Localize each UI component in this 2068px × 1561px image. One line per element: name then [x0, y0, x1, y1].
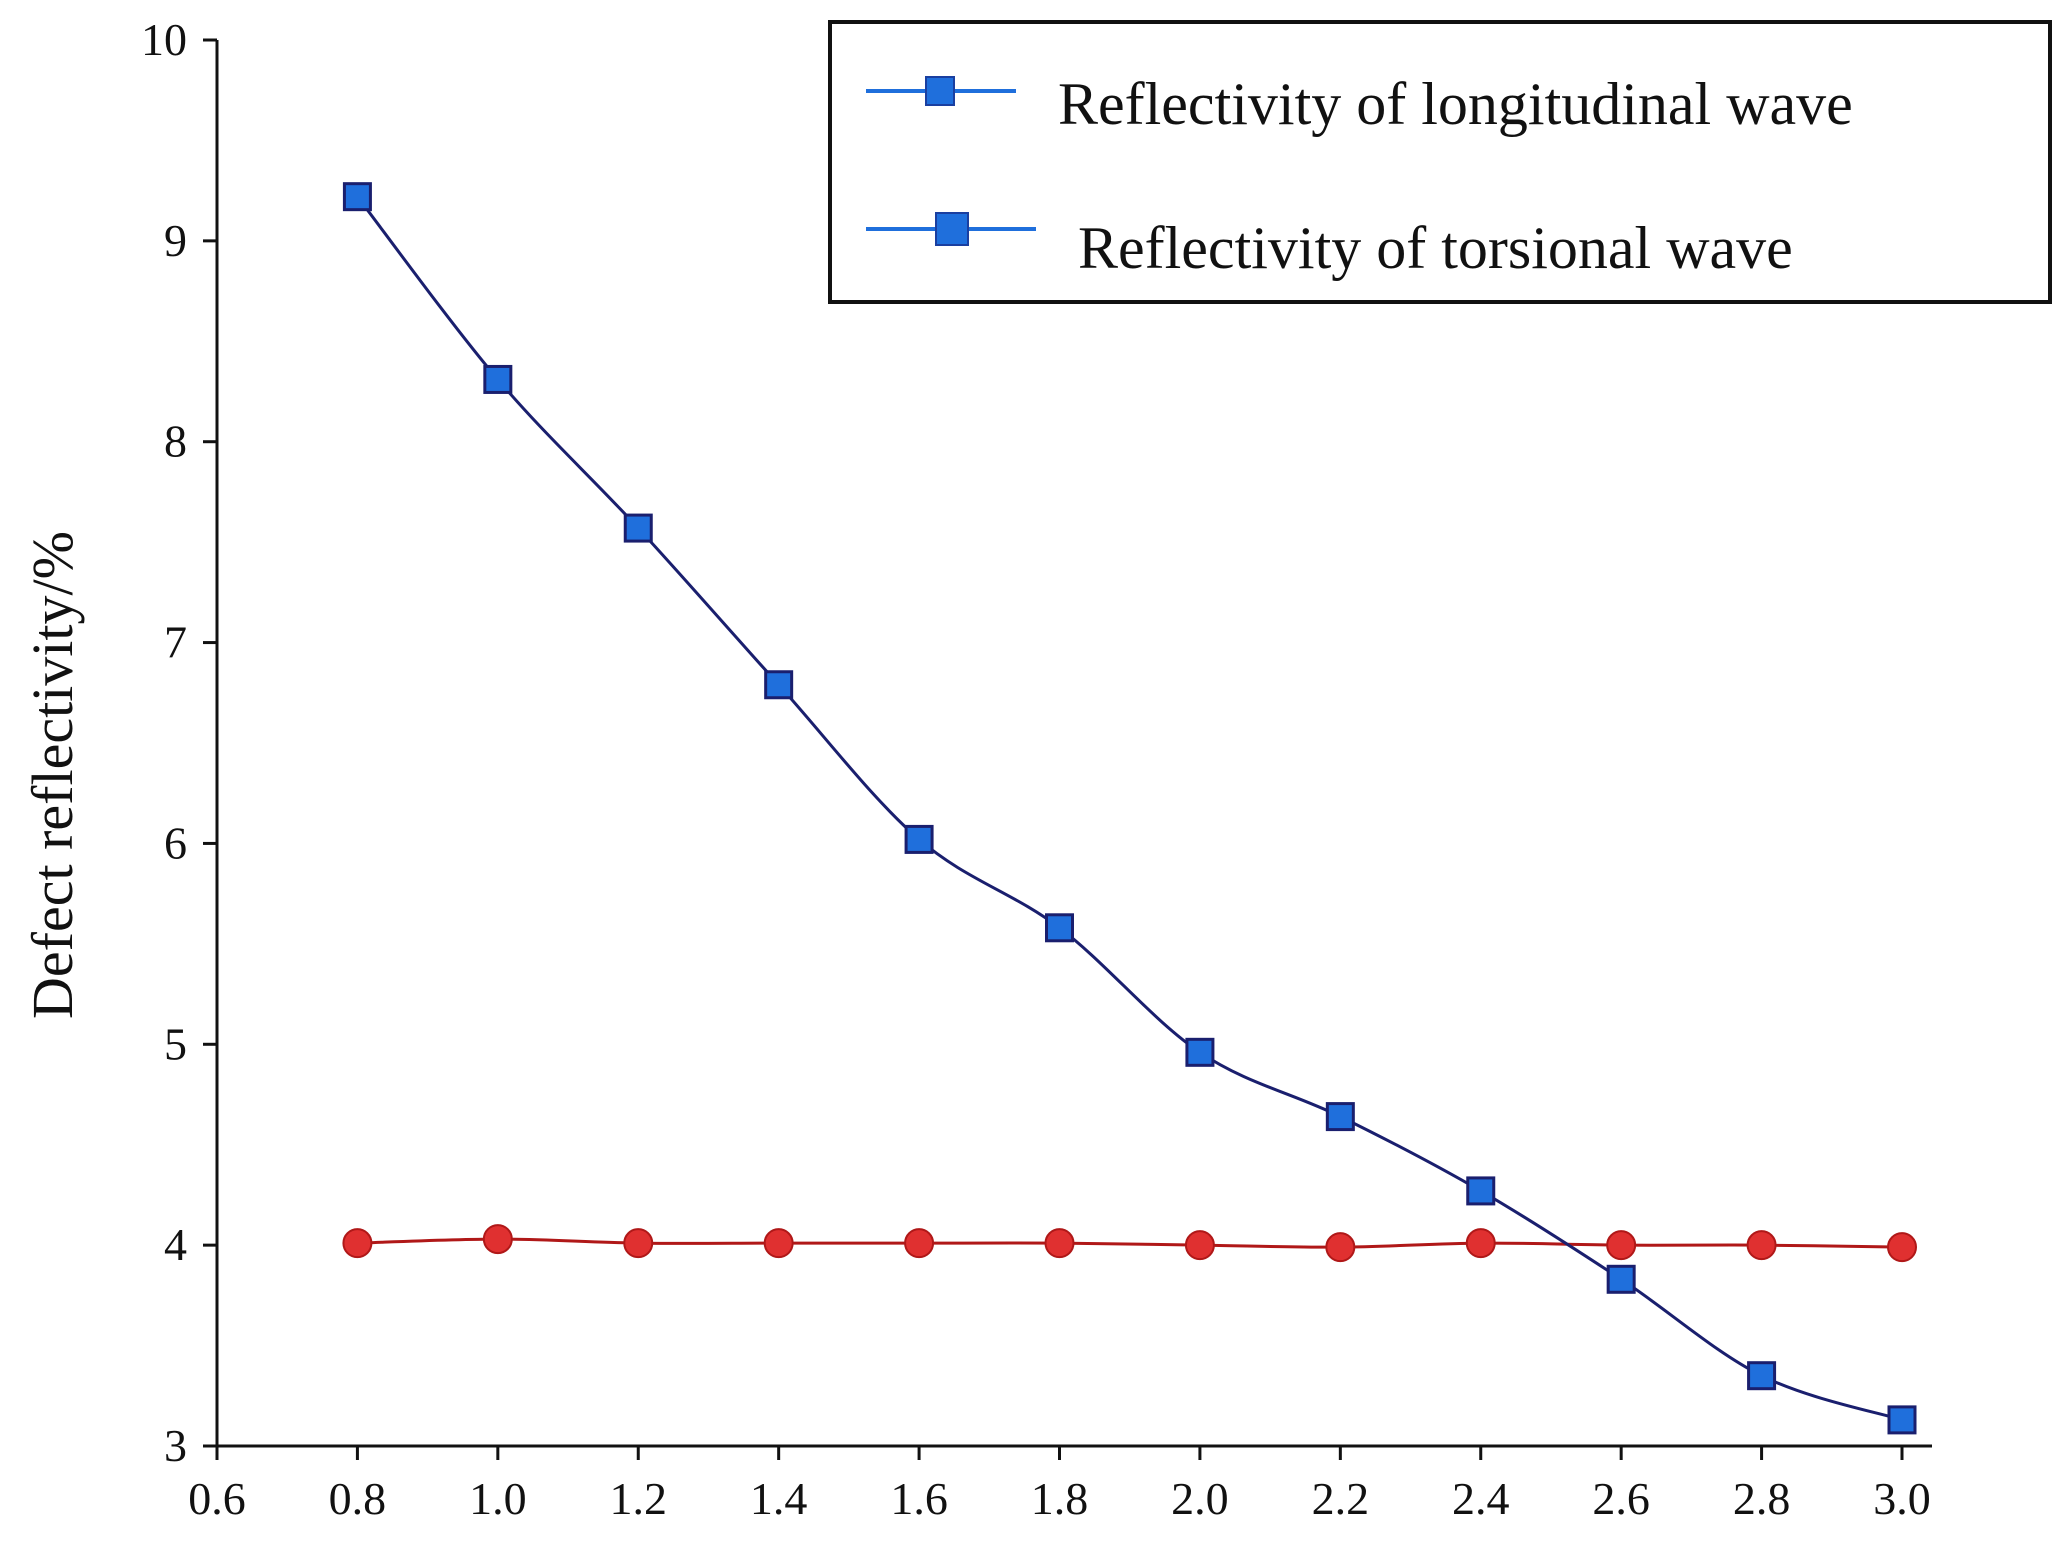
- data-point-longitudinal: [342, 182, 372, 212]
- x-tick-label: 1.8: [1031, 1473, 1089, 1524]
- series-line-torsional: [357, 1237, 1903, 1249]
- legend-item-torsional: Reflectivity of torsional wave: [866, 212, 1793, 281]
- x-ticks: 0.6 0.8 1.0 1.2 1.4 1.6 1.8 2.0 2.2 2.4 2.6 2.8 3.0: [188, 1446, 1931, 1524]
- x-tick-label: 1.6: [890, 1473, 948, 1524]
- x-tick-label: 1.0: [469, 1473, 527, 1524]
- x-tick-label: 1.4: [750, 1473, 808, 1524]
- data-point-torsional: [1465, 1228, 1496, 1259]
- data-point-longitudinal: [1185, 1037, 1215, 1067]
- data-point-longitudinal: [623, 513, 653, 543]
- legend-item-longitudinal: Reflectivity of longitudinal wave: [866, 71, 1853, 137]
- legend-box: [828, 20, 2052, 304]
- data-point-longitudinal: [1466, 1176, 1496, 1206]
- x-tick-label: 1.2: [610, 1473, 668, 1524]
- x-tick-label: 0.6: [188, 1473, 246, 1524]
- data-point-torsional: [904, 1228, 935, 1259]
- data-point-longitudinal: [1606, 1264, 1636, 1294]
- y-tick-label: 10: [141, 14, 187, 65]
- legend-label-longitudinal: Reflectivity of longitudinal wave: [1058, 71, 1853, 137]
- data-point-longitudinal: [1747, 1361, 1777, 1391]
- data-point-longitudinal: [1887, 1405, 1917, 1435]
- legend-marker-torsional: [935, 212, 969, 246]
- legend: Reflectivity of longitudinal wave Reflec…: [828, 20, 2052, 304]
- data-point-torsional: [763, 1228, 794, 1259]
- y-tick-label: 4: [164, 1219, 187, 1270]
- data-point-torsional: [1887, 1232, 1917, 1263]
- x-tick-label: 2.4: [1452, 1473, 1510, 1524]
- data-point-longitudinal: [764, 670, 794, 700]
- x-tick-label: 3.0: [1873, 1473, 1931, 1524]
- series-torsional: [342, 1224, 1917, 1263]
- series-line-longitudinal: [356, 195, 1903, 1422]
- data-point-longitudinal: [904, 824, 934, 854]
- data-point-torsional: [1746, 1230, 1777, 1261]
- data-point-torsional: [1184, 1230, 1215, 1261]
- data-point-torsional: [1606, 1230, 1637, 1261]
- x-tick-label: 2.6: [1592, 1473, 1650, 1524]
- series-longitudinal: [342, 182, 1917, 1435]
- x-tick-label: 2.0: [1171, 1473, 1229, 1524]
- y-tick-label: 7: [164, 617, 187, 668]
- y-ticks: 3 4 5 6 7 8 9 10: [141, 14, 217, 1471]
- y-tick-label: 6: [164, 817, 187, 868]
- data-point-longitudinal: [1045, 913, 1074, 943]
- data-point-torsional: [1325, 1232, 1356, 1263]
- y-tick-label: 3: [164, 1420, 187, 1471]
- data-point-torsional: [623, 1228, 654, 1259]
- x-tick-label: 2.8: [1733, 1473, 1791, 1524]
- data-point-longitudinal: [1325, 1102, 1355, 1132]
- y-axis-title: Defect reflectivity/%: [20, 531, 85, 1019]
- x-tick-label: 2.2: [1312, 1473, 1370, 1524]
- legend-label-torsional: Reflectivity of torsional wave: [1078, 215, 1793, 281]
- legend-marker-longitudinal: [925, 76, 955, 106]
- axes: [215, 40, 1932, 1448]
- data-point-torsional: [482, 1224, 513, 1255]
- data-point-torsional: [342, 1228, 373, 1259]
- y-tick-label: 9: [164, 215, 187, 266]
- y-tick-label: 8: [164, 416, 187, 467]
- series-layer: [342, 182, 1917, 1435]
- y-tick-label: 5: [164, 1018, 187, 1069]
- x-tick-label: 0.8: [329, 1473, 387, 1524]
- data-point-torsional: [1044, 1228, 1075, 1259]
- data-point-longitudinal: [483, 364, 513, 394]
